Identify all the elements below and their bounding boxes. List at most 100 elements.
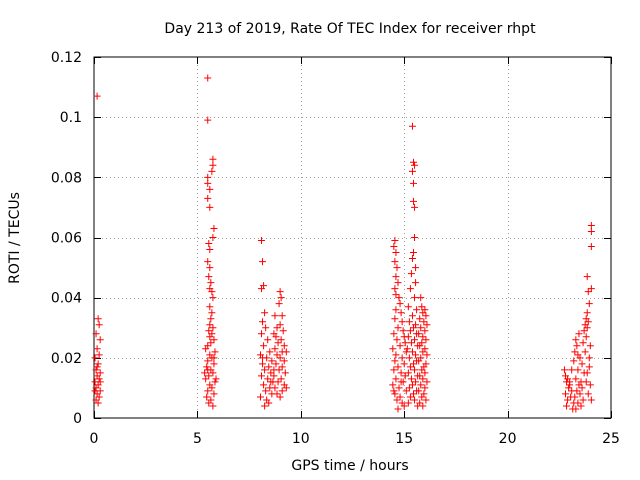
data-point — [410, 197, 418, 205]
data-point — [397, 309, 405, 317]
data-point — [204, 357, 212, 365]
data-point — [565, 384, 573, 392]
data-points — [91, 74, 595, 413]
data-point — [392, 306, 400, 314]
data-point — [582, 333, 590, 341]
data-point — [266, 348, 274, 356]
data-point — [585, 300, 593, 308]
data-point — [209, 294, 217, 302]
data-point — [259, 318, 267, 326]
x-tick-label: 25 — [602, 431, 620, 447]
data-point — [408, 312, 416, 320]
data-point — [398, 318, 406, 326]
data-point — [571, 393, 579, 401]
data-point — [390, 243, 398, 251]
data-point — [575, 381, 583, 389]
data-point — [587, 227, 595, 235]
data-point — [265, 399, 273, 407]
data-point — [416, 342, 424, 350]
data-point — [210, 360, 218, 368]
data-point — [259, 258, 267, 266]
data-point — [580, 327, 588, 335]
data-point — [394, 279, 402, 287]
data-point — [395, 384, 403, 392]
data-point — [272, 360, 280, 368]
data-point — [261, 309, 269, 317]
data-point — [276, 321, 284, 329]
data-point — [92, 366, 100, 374]
data-point — [423, 378, 431, 386]
data-point — [277, 294, 285, 302]
data-point — [420, 318, 428, 326]
data-point — [268, 357, 276, 365]
data-point — [391, 315, 399, 323]
data-point — [270, 372, 278, 380]
data-point — [412, 279, 420, 287]
data-point — [582, 315, 590, 323]
data-point — [587, 243, 595, 251]
data-point — [400, 402, 408, 410]
data-point — [415, 387, 423, 395]
data-point — [408, 167, 416, 175]
data-point — [422, 396, 430, 404]
data-point — [206, 303, 214, 311]
data-point — [212, 375, 220, 383]
data-point — [205, 273, 213, 281]
data-point — [410, 324, 418, 332]
data-point — [95, 375, 103, 383]
x-tick-label: 20 — [499, 431, 517, 447]
data-point — [391, 357, 399, 365]
data-point — [206, 333, 214, 341]
data-point — [389, 345, 397, 353]
data-point — [209, 324, 217, 332]
data-point — [93, 363, 101, 371]
data-point — [211, 378, 219, 386]
data-point — [404, 333, 412, 341]
data-point — [392, 249, 400, 257]
data-point — [274, 339, 282, 347]
data-point — [95, 393, 103, 401]
data-point — [207, 339, 215, 347]
data-point — [419, 333, 427, 341]
data-point — [205, 372, 213, 380]
data-point — [408, 122, 416, 130]
data-point — [205, 327, 213, 335]
data-point — [91, 354, 99, 362]
data-point — [206, 185, 214, 193]
data-point — [419, 402, 427, 410]
data-point — [95, 351, 103, 359]
data-point — [280, 342, 288, 350]
data-point — [205, 399, 213, 407]
data-point — [581, 321, 589, 329]
data-point — [210, 354, 218, 362]
data-point — [403, 345, 411, 353]
data-point — [397, 369, 405, 377]
x-tick-label: 15 — [395, 431, 413, 447]
data-point — [204, 173, 212, 181]
data-point — [398, 354, 406, 362]
data-point — [94, 360, 102, 368]
data-point — [573, 342, 581, 350]
data-point — [393, 396, 401, 404]
data-point — [271, 384, 279, 392]
data-point — [202, 375, 210, 383]
data-point — [274, 378, 282, 386]
data-point — [417, 294, 425, 302]
data-point — [408, 348, 416, 356]
data-point — [207, 315, 215, 323]
data-point — [265, 363, 273, 371]
data-point — [571, 348, 579, 356]
data-point — [410, 360, 418, 368]
x-axis-label: GPS time / hours — [291, 458, 408, 474]
data-point — [96, 378, 104, 386]
data-point — [416, 399, 424, 407]
data-point — [401, 339, 409, 347]
data-point — [584, 390, 592, 398]
data-point — [413, 306, 421, 314]
y-tick-label: 0 — [73, 411, 82, 427]
y-tick-label: 0.06 — [51, 231, 82, 247]
data-point — [92, 384, 100, 392]
data-point — [408, 381, 416, 389]
data-point — [583, 309, 591, 317]
